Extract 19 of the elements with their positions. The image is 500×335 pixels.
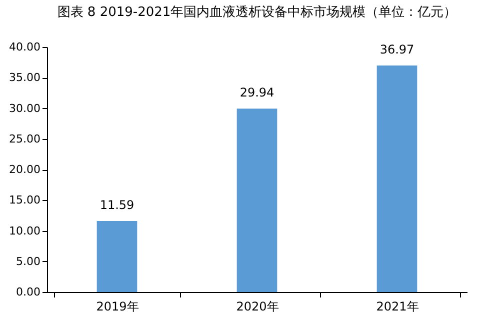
y-tick-label: 30.00 xyxy=(9,102,40,115)
data-label: 36.97 xyxy=(380,42,414,57)
y-tick-label: 15.00 xyxy=(9,194,40,207)
bar xyxy=(236,108,278,292)
x-tick-label: 2020年 xyxy=(236,300,279,314)
y-tick-label: 0.00 xyxy=(16,286,40,298)
y-tick-label: 10.00 xyxy=(9,224,40,238)
y-tick-label: 25.00 xyxy=(9,132,40,146)
y-tick-label: 35.00 xyxy=(9,71,40,84)
x-tick-label: 2021年 xyxy=(376,300,419,314)
data-label: 29.94 xyxy=(240,86,274,100)
y-tick-label: 20.00 xyxy=(9,163,40,176)
y-tick-label: 5.00 xyxy=(16,254,40,268)
x-tick-label: 2019年 xyxy=(96,300,139,314)
bar xyxy=(376,66,418,292)
y-tick-label: 40.00 xyxy=(9,40,40,54)
data-label: 11.59 xyxy=(100,198,134,212)
chart-title: 图表 8 2019-2021年国内血液透析设备中标市场规模（单位：亿元） xyxy=(57,5,457,20)
bar xyxy=(96,221,138,292)
